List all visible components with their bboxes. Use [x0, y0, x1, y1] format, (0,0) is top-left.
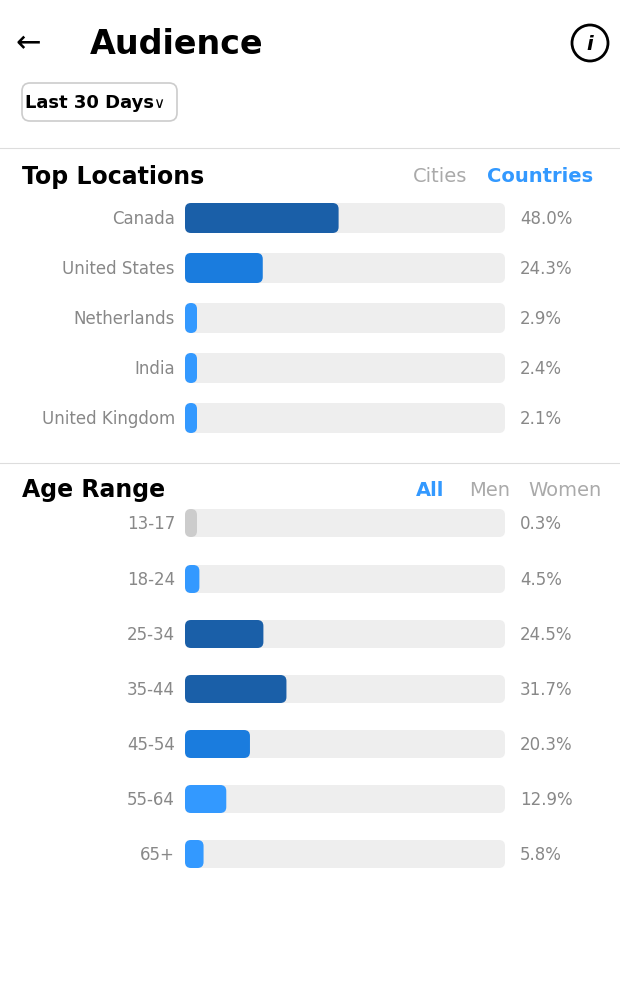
FancyBboxPatch shape [185, 254, 505, 284]
FancyBboxPatch shape [185, 621, 264, 648]
FancyBboxPatch shape [185, 354, 197, 383]
Text: 20.3%: 20.3% [520, 735, 573, 753]
FancyBboxPatch shape [185, 785, 226, 813]
Text: Canada: Canada [112, 210, 175, 228]
FancyBboxPatch shape [185, 785, 505, 813]
FancyBboxPatch shape [185, 730, 505, 758]
FancyBboxPatch shape [185, 841, 203, 869]
Text: 2.4%: 2.4% [520, 360, 562, 377]
Text: Audience: Audience [90, 27, 264, 60]
Text: Countries: Countries [487, 168, 593, 187]
FancyBboxPatch shape [185, 304, 505, 334]
FancyBboxPatch shape [185, 403, 505, 433]
FancyBboxPatch shape [185, 566, 505, 594]
FancyBboxPatch shape [185, 675, 505, 703]
Text: Netherlands: Netherlands [74, 310, 175, 328]
FancyBboxPatch shape [185, 841, 505, 869]
Text: 12.9%: 12.9% [520, 790, 573, 808]
FancyBboxPatch shape [185, 403, 197, 433]
FancyBboxPatch shape [185, 566, 200, 594]
FancyBboxPatch shape [185, 510, 197, 538]
FancyBboxPatch shape [185, 510, 505, 538]
Text: 24.5%: 24.5% [520, 626, 572, 643]
FancyBboxPatch shape [185, 354, 505, 383]
FancyBboxPatch shape [22, 84, 177, 122]
Text: 5.8%: 5.8% [520, 846, 562, 864]
Text: Women: Women [528, 480, 601, 499]
Text: 2.1%: 2.1% [520, 409, 562, 427]
FancyBboxPatch shape [185, 204, 339, 234]
Text: 4.5%: 4.5% [520, 571, 562, 589]
Text: 65+: 65+ [140, 846, 175, 864]
Text: United Kingdom: United Kingdom [42, 409, 175, 427]
Text: Age Range: Age Range [22, 477, 165, 502]
Text: 31.7%: 31.7% [520, 680, 573, 698]
Text: 25-34: 25-34 [127, 626, 175, 643]
Text: 13-17: 13-17 [126, 515, 175, 533]
Text: Last 30 Days: Last 30 Days [25, 94, 154, 112]
Text: 45-54: 45-54 [127, 735, 175, 753]
Text: 35-44: 35-44 [127, 680, 175, 698]
FancyBboxPatch shape [185, 675, 286, 703]
Text: 48.0%: 48.0% [520, 210, 572, 228]
Text: 0.3%: 0.3% [520, 515, 562, 533]
FancyBboxPatch shape [185, 730, 250, 758]
Text: All: All [416, 480, 444, 499]
Text: Cities: Cities [413, 168, 467, 187]
Text: 18-24: 18-24 [127, 571, 175, 589]
Text: India: India [135, 360, 175, 377]
Text: ←: ← [16, 29, 41, 58]
Text: i: i [587, 34, 593, 53]
Text: United States: United States [63, 260, 175, 278]
FancyBboxPatch shape [185, 204, 505, 234]
Text: Men: Men [469, 480, 510, 499]
Text: 55-64: 55-64 [127, 790, 175, 808]
FancyBboxPatch shape [185, 621, 505, 648]
FancyBboxPatch shape [185, 254, 263, 284]
FancyBboxPatch shape [185, 304, 197, 334]
Text: Top Locations: Top Locations [22, 164, 204, 189]
Text: ∨: ∨ [153, 95, 164, 110]
Text: 2.9%: 2.9% [520, 310, 562, 328]
Text: 24.3%: 24.3% [520, 260, 573, 278]
